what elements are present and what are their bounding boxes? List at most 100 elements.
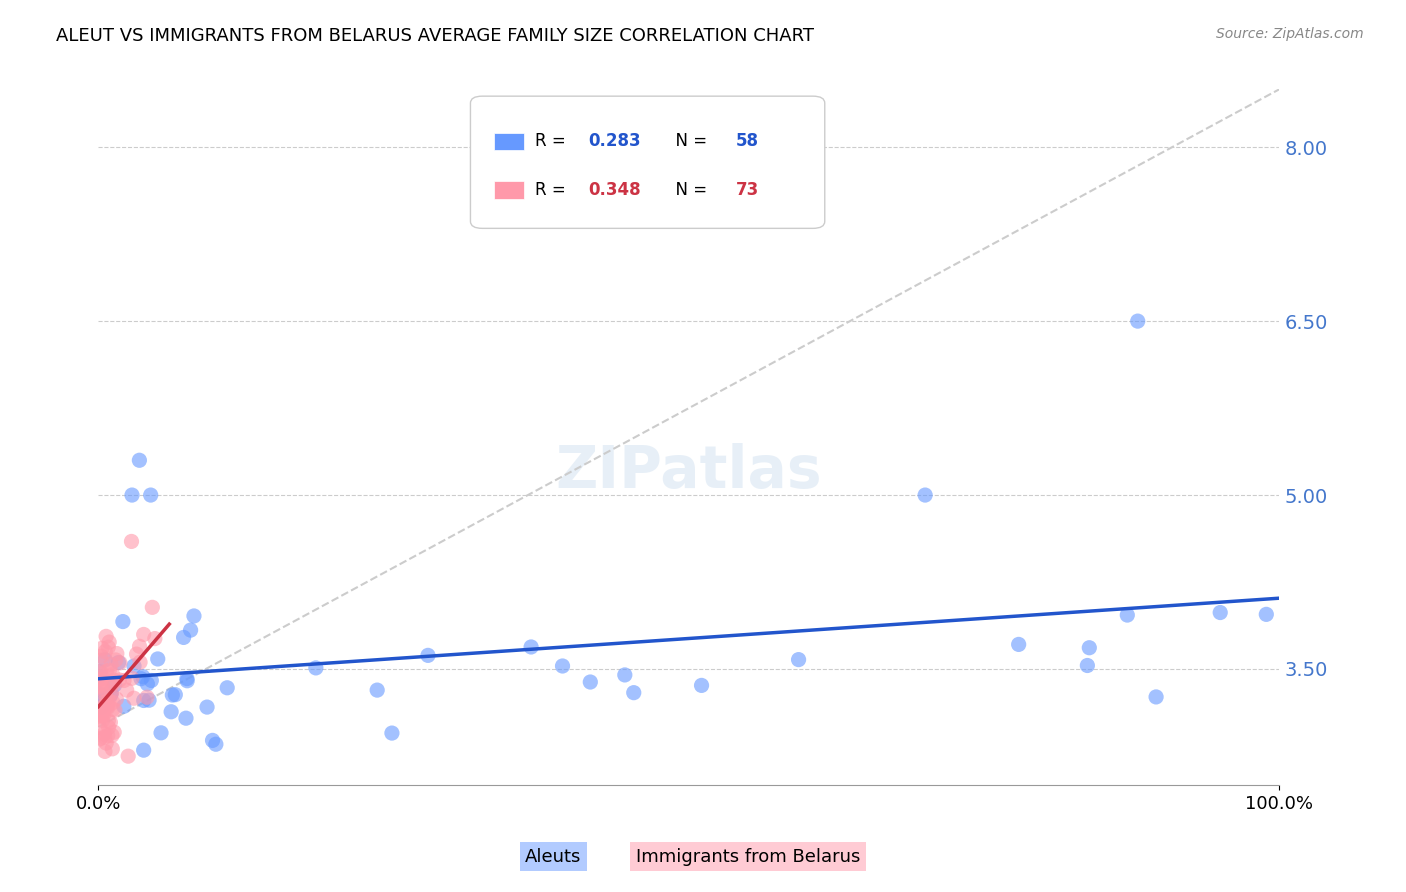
- Immigrants from Belarus: [101, 678, 124, 692]
- Immigrants from Belarus: [91, 714, 114, 728]
- Immigrants from Belarus: [101, 676, 124, 690]
- Aleuts: [111, 615, 134, 629]
- Aleuts: [132, 693, 155, 707]
- Immigrants from Belarus: [101, 741, 124, 756]
- FancyBboxPatch shape: [471, 96, 825, 228]
- Immigrants from Belarus: [94, 730, 117, 744]
- Immigrants from Belarus: [122, 691, 145, 706]
- Immigrants from Belarus: [97, 694, 120, 708]
- Immigrants from Belarus: [94, 744, 117, 758]
- Aleuts: [174, 711, 197, 725]
- Aleuts: [613, 668, 636, 682]
- Immigrants from Belarus: [90, 700, 112, 714]
- Aleuts: [150, 726, 173, 740]
- Immigrants from Belarus: [96, 736, 118, 750]
- Immigrants from Belarus: [89, 709, 111, 723]
- Aleuts: [139, 488, 162, 502]
- Immigrants from Belarus: [136, 690, 159, 705]
- FancyBboxPatch shape: [494, 133, 523, 150]
- Immigrants from Belarus: [89, 731, 111, 745]
- Immigrants from Belarus: [105, 692, 128, 706]
- Text: 0.283: 0.283: [589, 132, 641, 151]
- Immigrants from Belarus: [91, 641, 114, 656]
- Aleuts: [914, 488, 936, 502]
- Immigrants from Belarus: [101, 702, 124, 716]
- Immigrants from Belarus: [93, 727, 115, 741]
- Aleuts: [94, 691, 117, 706]
- Aleuts: [1126, 314, 1149, 328]
- Immigrants from Belarus: [108, 656, 131, 670]
- Aleuts: [132, 743, 155, 757]
- Aleuts: [1116, 608, 1139, 623]
- Immigrants from Belarus: [101, 667, 124, 681]
- Aleuts: [520, 640, 543, 654]
- Aleuts: [89, 665, 111, 679]
- Immigrants from Belarus: [89, 720, 111, 734]
- Immigrants from Belarus: [89, 732, 111, 747]
- Aleuts: [416, 648, 439, 663]
- Text: Aleuts: Aleuts: [524, 847, 581, 865]
- Immigrants from Belarus: [105, 647, 128, 661]
- Text: R =: R =: [536, 132, 571, 151]
- Aleuts: [205, 737, 228, 751]
- Immigrants from Belarus: [97, 721, 120, 735]
- Immigrants from Belarus: [90, 708, 112, 723]
- Aleuts: [162, 688, 184, 702]
- Immigrants from Belarus: [128, 640, 150, 654]
- Immigrants from Belarus: [89, 665, 111, 679]
- Aleuts: [121, 488, 143, 502]
- Immigrants from Belarus: [97, 640, 120, 655]
- Aleuts: [160, 705, 183, 719]
- Aleuts: [146, 652, 169, 666]
- Aleuts: [112, 699, 135, 714]
- Aleuts: [1144, 690, 1167, 704]
- Aleuts: [90, 699, 112, 714]
- Aleuts: [1209, 606, 1232, 620]
- Aleuts: [96, 688, 118, 702]
- Immigrants from Belarus: [115, 683, 138, 698]
- Immigrants from Belarus: [91, 709, 114, 723]
- Immigrants from Belarus: [143, 632, 166, 646]
- Aleuts: [381, 726, 404, 740]
- Immigrants from Belarus: [100, 715, 122, 730]
- Immigrants from Belarus: [94, 688, 117, 702]
- Aleuts: [129, 672, 152, 686]
- Immigrants from Belarus: [91, 708, 114, 723]
- Text: N =: N =: [665, 181, 713, 199]
- Immigrants from Belarus: [104, 653, 127, 667]
- Aleuts: [141, 673, 163, 688]
- Aleuts: [305, 661, 328, 675]
- Immigrants from Belarus: [94, 629, 117, 643]
- Immigrants from Belarus: [104, 703, 127, 717]
- Aleuts: [787, 652, 810, 666]
- Immigrants from Belarus: [93, 701, 115, 715]
- Immigrants from Belarus: [141, 600, 163, 615]
- Aleuts: [1076, 658, 1098, 673]
- Immigrants from Belarus: [112, 673, 135, 688]
- Aleuts: [128, 453, 150, 467]
- Aleuts: [366, 683, 388, 698]
- Aleuts: [136, 677, 159, 691]
- Aleuts: [103, 678, 125, 692]
- Immigrants from Belarus: [97, 729, 120, 743]
- Immigrants from Belarus: [93, 681, 115, 696]
- Immigrants from Belarus: [90, 682, 112, 697]
- Immigrants from Belarus: [103, 673, 125, 687]
- Immigrants from Belarus: [93, 695, 115, 709]
- Immigrants from Belarus: [96, 697, 118, 711]
- Immigrants from Belarus: [89, 673, 111, 687]
- Immigrants from Belarus: [89, 672, 111, 686]
- Text: N =: N =: [665, 132, 713, 151]
- Immigrants from Belarus: [121, 534, 143, 549]
- Aleuts: [138, 693, 160, 707]
- Aleuts: [690, 678, 713, 692]
- Aleuts: [176, 673, 198, 688]
- Aleuts: [195, 700, 218, 714]
- Aleuts: [132, 670, 155, 684]
- Immigrants from Belarus: [101, 696, 124, 710]
- Immigrants from Belarus: [96, 664, 118, 678]
- Immigrants from Belarus: [90, 667, 112, 681]
- Text: Immigrants from Belarus: Immigrants from Belarus: [636, 847, 860, 865]
- Text: Source: ZipAtlas.com: Source: ZipAtlas.com: [1216, 27, 1364, 41]
- Aleuts: [180, 623, 202, 637]
